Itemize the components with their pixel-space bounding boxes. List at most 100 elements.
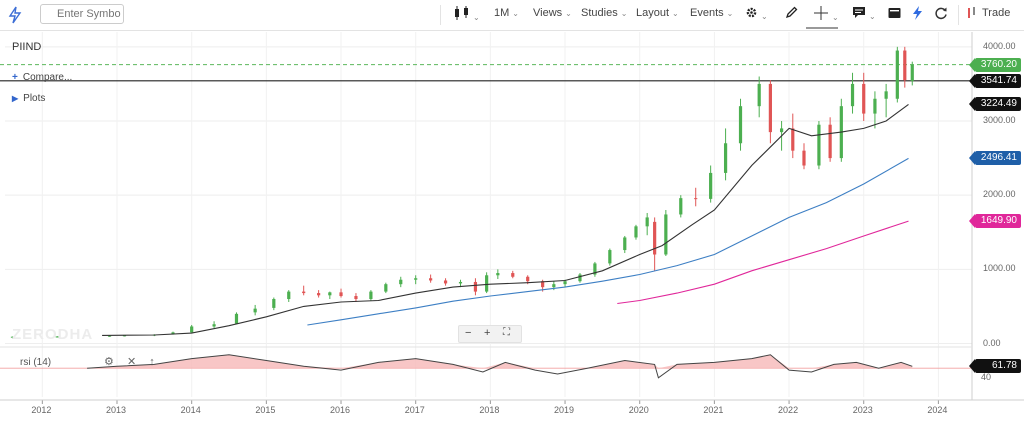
y-tick-label: 1000.00 xyxy=(983,263,1016,274)
x-tick-label: 2013 xyxy=(106,405,127,415)
candle-body xyxy=(873,98,877,114)
chevron-down-icon: ⌄ xyxy=(473,13,480,22)
comment-button[interactable]: ⌄ xyxy=(852,6,876,22)
chevron-down-icon: ⌄ xyxy=(620,9,628,18)
interval-dropdown[interactable]: 1M ⌄ xyxy=(494,7,519,19)
x-tick-label: 2024 xyxy=(927,405,948,415)
ema-line-1 xyxy=(102,103,909,336)
layout-dropdown[interactable]: Layout ⌄ xyxy=(636,7,679,19)
lightning-logo-icon[interactable] xyxy=(8,6,22,24)
x-tick-label: 2023 xyxy=(852,405,873,415)
candle-body xyxy=(384,284,388,292)
fullscreen-button[interactable]: ⛶ xyxy=(503,327,510,338)
rsi-close-icon[interactable]: ✕ xyxy=(126,356,137,368)
plots-toggle[interactable]: ▶ Plots xyxy=(12,93,45,104)
candle-body xyxy=(55,336,59,338)
axes xyxy=(0,32,1024,404)
chevron-down-icon: ⌄ xyxy=(761,12,768,21)
studies-label: Studies xyxy=(581,7,618,19)
candle-body xyxy=(768,83,772,133)
candle-body xyxy=(738,106,743,144)
candle-body xyxy=(339,292,343,297)
candle-body xyxy=(802,150,806,166)
screenshot-button[interactable] xyxy=(888,7,901,22)
candle-body xyxy=(709,172,713,199)
candle-body xyxy=(817,124,821,166)
candle-body xyxy=(496,273,500,276)
candle-body xyxy=(541,281,545,288)
trade-icon xyxy=(968,7,975,18)
views-dropdown[interactable]: Views ⌄ xyxy=(533,7,572,19)
search-input[interactable] xyxy=(40,4,124,24)
trade-button[interactable]: Trade xyxy=(966,6,1010,20)
x-tick-label: 2020 xyxy=(628,405,649,415)
candle-body xyxy=(850,83,855,107)
comment-icon xyxy=(853,7,865,18)
candle-body xyxy=(399,279,403,285)
candle-body xyxy=(511,273,515,277)
candle-body xyxy=(895,50,899,99)
rsi-settings-gear-icon[interactable]: ⚙ xyxy=(104,356,114,368)
chevron-down-icon: ⌄ xyxy=(565,9,572,18)
rsi-level-label: 40 xyxy=(981,372,992,382)
layout-label: Layout xyxy=(636,7,670,19)
symbol-label: PIIND xyxy=(12,41,42,53)
x-tick-label: 2014 xyxy=(180,405,201,415)
trade-label: Trade xyxy=(982,6,1011,19)
candle-body xyxy=(190,326,194,333)
price-tag: 2496.41 xyxy=(969,151,1021,166)
interval-label: 1M xyxy=(494,7,510,19)
rsi-line xyxy=(87,354,913,379)
candle-body xyxy=(884,91,888,99)
alert-button[interactable] xyxy=(912,6,923,23)
candle-body xyxy=(791,128,795,151)
rsi-move-up-icon[interactable]: ↑ xyxy=(149,356,155,368)
candle-body xyxy=(317,293,321,296)
zoom-out-button[interactable]: − xyxy=(465,327,472,339)
candles xyxy=(10,46,914,339)
candle-body xyxy=(694,198,698,200)
toolbar: ⌄ 1M⌄ Views⌄ Studies⌄ Layout⌄ Events⌄ ⌄ … xyxy=(0,0,1024,31)
candle-body xyxy=(171,332,175,335)
candle-body xyxy=(634,226,638,238)
candle-body xyxy=(653,221,657,255)
x-tick-label: 2021 xyxy=(703,405,724,415)
grid xyxy=(5,32,972,397)
ema-line-2 xyxy=(307,157,909,326)
zoom-control: − + ⛶ xyxy=(458,325,522,343)
candle-body xyxy=(578,274,582,282)
x-tick-label: 2022 xyxy=(778,405,799,415)
studies-dropdown[interactable]: Studies ⌄ xyxy=(581,7,627,19)
candle-body xyxy=(107,335,112,337)
chevron-down-icon: ⌄ xyxy=(832,13,839,22)
crosshair-active-indicator xyxy=(806,27,838,29)
zoom-in-button[interactable]: + xyxy=(484,327,491,339)
gear-icon xyxy=(746,7,757,18)
candle-body xyxy=(414,278,418,280)
settings-button[interactable]: ⌄ xyxy=(745,6,768,22)
rsi-panel xyxy=(0,354,972,379)
candle-body xyxy=(828,124,832,159)
candle-body xyxy=(664,214,668,255)
candles-type-button[interactable]: ⌄ xyxy=(454,6,480,23)
y-tick-label: 4000.00 xyxy=(983,40,1016,51)
candle-body xyxy=(234,313,239,324)
candle-body xyxy=(526,276,530,282)
candle-body xyxy=(552,284,556,288)
candle-body xyxy=(862,83,866,114)
candle-body xyxy=(369,291,373,300)
rsi-tools: ⚙ ✕ ↑ xyxy=(104,355,155,368)
chevron-down-icon: ⌄ xyxy=(726,9,734,18)
draw-button[interactable] xyxy=(785,6,798,22)
candle-body xyxy=(623,237,627,251)
price-tag: 1649.90 xyxy=(969,214,1021,229)
refresh-button[interactable] xyxy=(934,6,948,23)
candle-body xyxy=(779,128,784,133)
price-tag: 3224.49 xyxy=(969,97,1021,112)
candle-body xyxy=(354,296,358,300)
crosshair-button[interactable]: ⌄ xyxy=(813,6,839,23)
events-dropdown[interactable]: Events ⌄ xyxy=(690,7,733,19)
candle-body xyxy=(593,263,597,275)
compare-link[interactable]: + Compare... xyxy=(12,72,72,83)
